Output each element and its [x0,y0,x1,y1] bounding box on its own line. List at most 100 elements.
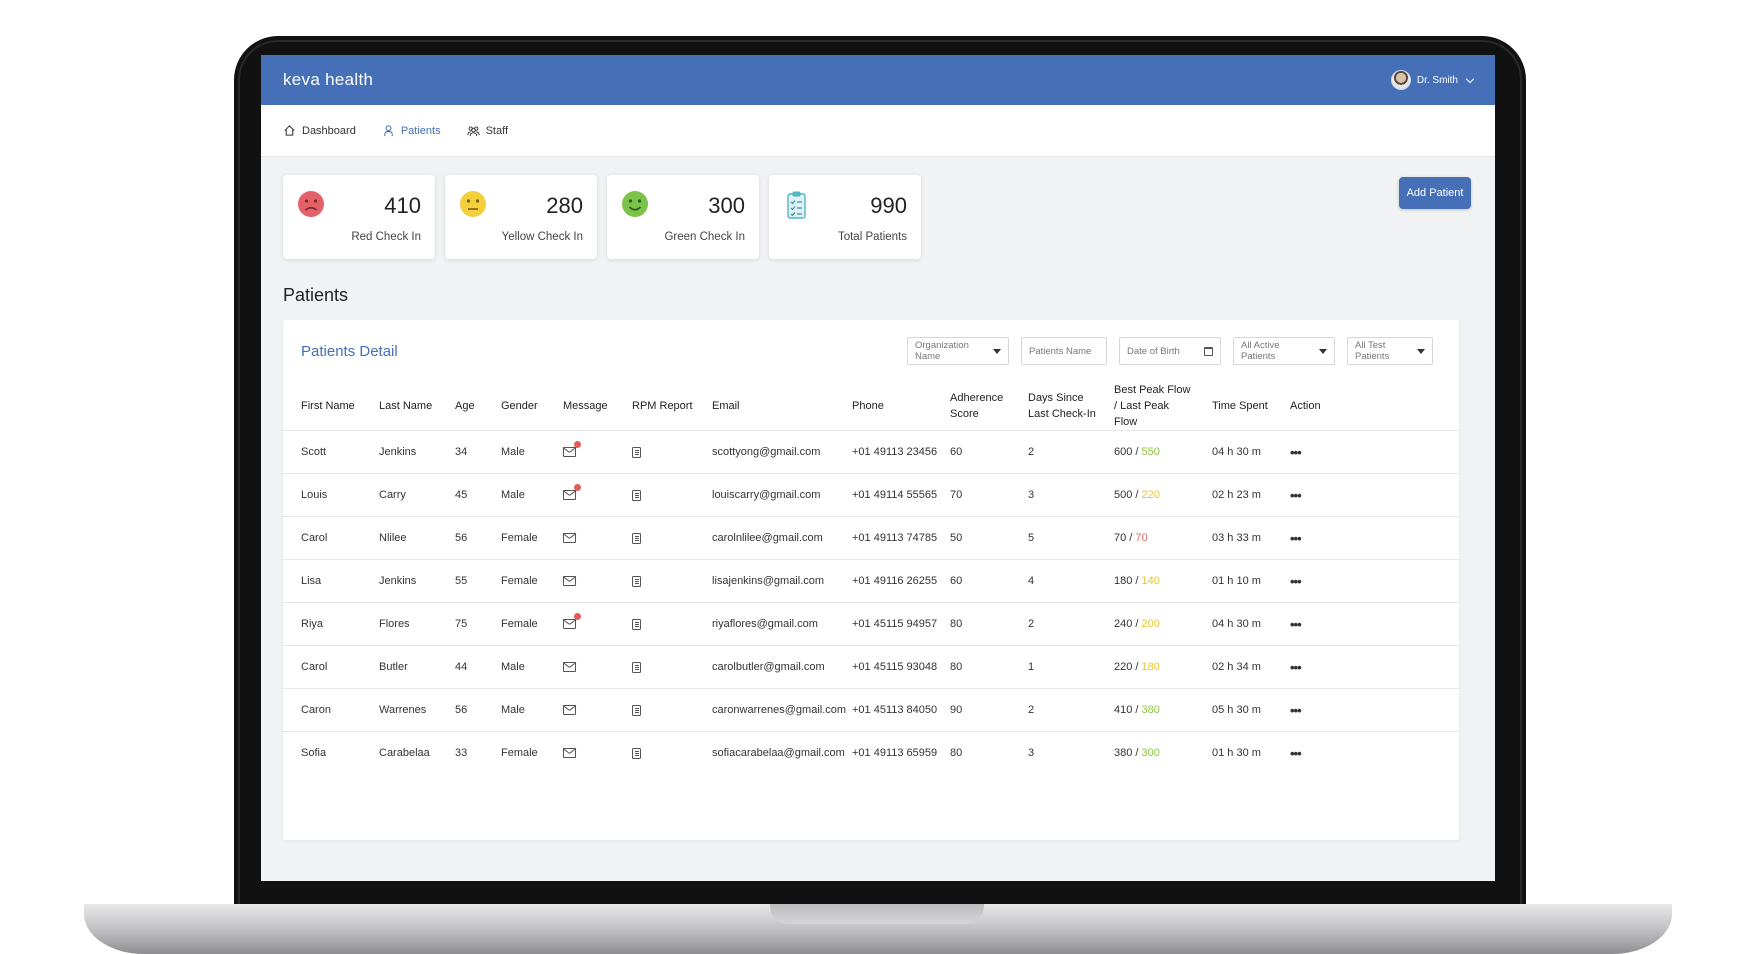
user-menu[interactable]: Dr. Smith [1390,70,1475,90]
days-since-cell: 1 [1010,645,1096,689]
envelope-icon[interactable] [563,662,576,673]
table-row[interactable]: Lisa Jenkins 55 Female lisajenkins@gmail.com… [283,559,1459,603]
table-row[interactable]: Carol Nlilee 56 Female carolnlilee@gmail.com… [283,516,1459,560]
report-icon[interactable] [632,446,641,458]
envelope-icon[interactable] [563,613,581,630]
days-since-cell: 3 [1010,731,1096,775]
page-title: Patients [283,285,349,305]
more-actions-icon[interactable]: ••• [1290,745,1302,761]
table-row[interactable]: Caron Warrenes 56 Male caronwarrenes@gmail.c… [283,688,1459,732]
adherence-cell: 80 [932,731,1010,775]
last-peak-flow: 380 [1141,704,1160,716]
more-actions-icon[interactable]: ••• [1290,616,1302,632]
more-actions-icon[interactable]: ••• [1290,659,1302,675]
stat-card-green[interactable]: 300 Green Check In [607,175,759,259]
report-icon[interactable] [632,489,641,501]
nav-item-patients[interactable]: Patients [382,124,441,137]
phone-cell: +01 49113 23456 [834,430,937,474]
message-cell [545,516,614,560]
peak-separator: / [1132,575,1142,587]
nav-item-staff[interactable]: Staff [467,124,508,137]
table-row[interactable]: Scott Jenkins 34 Male scottyong@gmail.com +01… [283,430,1459,474]
chevron-down-icon[interactable] [1465,74,1475,83]
column-header: Age [455,400,475,412]
nav-item-dashboard[interactable]: Dashboard [283,124,356,137]
best-peak-flow: 500 [1114,489,1133,501]
active-patients-value: All Active Patients [1241,340,1280,362]
best-peak-flow: 380 [1114,747,1133,760]
main-content: 410 Red Check In 280 Yellow Check In 300… [261,157,1495,840]
report-icon[interactable] [632,618,641,630]
app-logo[interactable]: keva health [283,70,374,89]
action-cell: ••• [1272,559,1459,603]
column-header: Best Peak Flow / Last Peak Flow [1114,384,1191,428]
stat-card-red[interactable]: 410 Red Check In [283,175,435,259]
best-peak-flow: 180 [1114,575,1133,587]
active-patients-select[interactable]: All Active Patients [1233,337,1335,365]
more-actions-icon[interactable]: ••• [1290,573,1302,589]
column-header: First Name [301,400,355,412]
avatar[interactable] [1390,70,1411,90]
time-spent-cell: 02 h 34 m [1194,645,1272,689]
stat-card-total[interactable]: 990 Total Patients [769,175,921,259]
report-icon[interactable] [632,661,641,673]
test-patients-select[interactable]: All Test Patients [1347,337,1433,365]
organization-select[interactable]: Organization Name [907,337,1009,365]
gender-cell: Female [483,516,545,560]
email-cell: scottyong@gmail.com [694,430,834,474]
message-cell [545,430,614,474]
first-name-cell: Scott [283,430,361,474]
action-cell: ••• [1272,602,1459,646]
table-row[interactable]: Carol Butler 44 Male carolbutler@gmail.com +0… [283,645,1459,689]
email-cell: caronwarrenes@gmail.com [694,688,846,732]
add-patient-button[interactable]: Add Patient [1399,177,1471,209]
more-actions-icon[interactable]: ••• [1290,702,1302,718]
calendar-icon[interactable] [1204,346,1213,356]
time-spent-cell: 01 h 30 m [1194,731,1272,775]
envelope-icon[interactable] [563,441,581,458]
nav-label-staff: Staff [485,124,509,137]
table-row[interactable]: Riya Flores 75 Female riyaflores@gmail.com +0… [283,602,1459,646]
report-icon[interactable] [632,575,641,587]
more-actions-icon[interactable]: ••• [1290,487,1302,503]
rpm-report-cell [614,645,694,689]
column-header: Message [563,400,608,412]
time-spent-cell: 01 h 10 m [1194,559,1272,603]
adherence-cell: 50 [932,516,1010,560]
last-peak-flow: 180 [1141,661,1160,673]
table-row[interactable]: Sofia Carabelaa 33 Female sofiacarabelaa@gma… [283,731,1459,775]
home-icon [284,125,295,136]
last-name-cell: Warrenes [361,688,437,732]
last-name-cell: Butler [361,645,437,689]
age-cell: 75 [437,602,483,646]
report-icon[interactable] [632,532,641,544]
stat-card-yellow[interactable]: 280 Yellow Check In [445,175,597,259]
message-cell [545,688,614,732]
patients-name-input[interactable]: Patients Name [1021,337,1107,365]
report-icon[interactable] [632,747,641,759]
dob-input[interactable]: Date of Birth [1119,337,1221,365]
age-cell: 33 [437,731,483,775]
envelope-icon[interactable] [563,576,576,587]
table-row[interactable]: Louis Carry 45 Male louiscarry@gmail.com +01 … [283,473,1459,517]
patients-name-placeholder: Patients Name [1029,345,1092,357]
caret-down-icon [1319,348,1327,354]
sad-face-icon [298,191,324,217]
more-actions-icon[interactable]: ••• [1290,530,1302,546]
envelope-icon[interactable] [563,484,581,501]
more-actions-icon[interactable]: ••• [1290,444,1302,460]
unread-badge [574,484,581,492]
last-name-cell: Jenkins [361,559,437,603]
user-name[interactable]: Dr. Smith [1416,74,1458,86]
age-cell: 55 [437,559,483,603]
envelope-icon[interactable] [563,533,576,544]
days-since-cell: 5 [1010,516,1096,560]
envelope-icon[interactable] [563,705,576,716]
caret-down-icon [1417,348,1425,354]
top-bar: keva health Dr. Smith [261,55,1495,105]
gender-cell: Female [483,559,545,603]
report-icon[interactable] [632,704,641,716]
envelope-icon[interactable] [563,748,576,759]
peak-flow-cell: 70 / 70 [1096,516,1194,560]
phone-cell: +01 49114 55565 [834,473,937,517]
